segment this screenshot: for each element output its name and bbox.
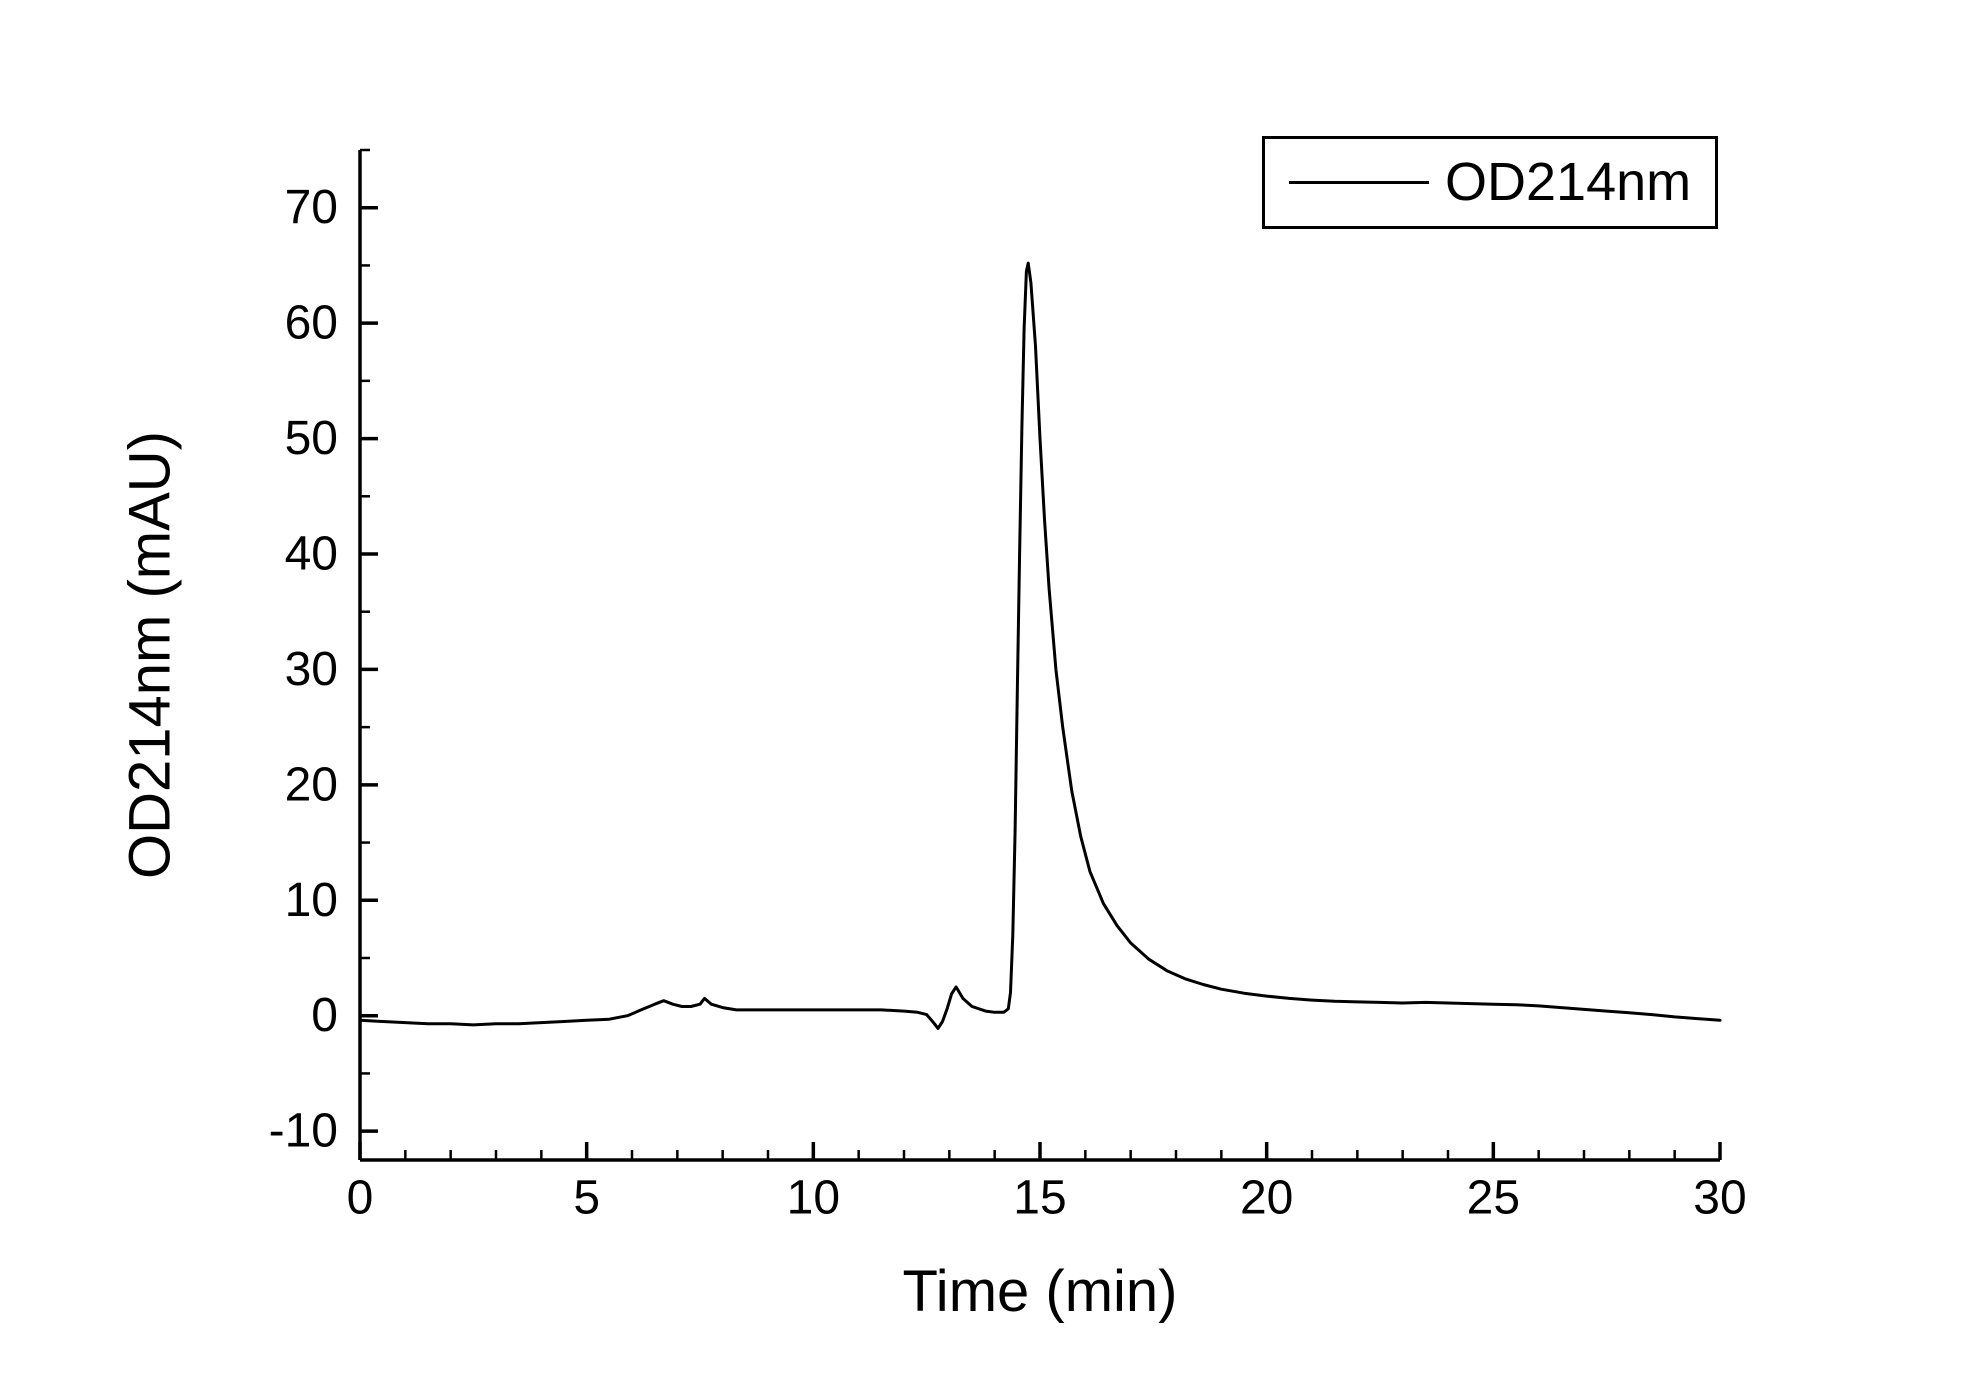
y-tick-label: -10 — [269, 1105, 338, 1158]
y-tick-label: 50 — [285, 412, 338, 465]
y-tick-label: 40 — [285, 528, 338, 581]
x-tick-label: 0 — [347, 1172, 374, 1225]
x-tick-label: 5 — [573, 1172, 600, 1225]
y-axis-title: OD214nm (mAU) — [117, 431, 183, 879]
x-tick-label: 25 — [1467, 1172, 1520, 1225]
x-tick-label: 30 — [1693, 1172, 1746, 1225]
x-tick-label: 20 — [1240, 1172, 1293, 1225]
x-tick-label: 15 — [1013, 1172, 1066, 1225]
y-tick-label: 70 — [285, 181, 338, 234]
y-tick-label: 20 — [285, 758, 338, 811]
legend: OD214nm — [1262, 136, 1719, 230]
y-tick-label: 60 — [285, 297, 338, 350]
y-tick-label: 0 — [311, 989, 338, 1042]
legend-label: OD214nm — [1445, 152, 1692, 212]
x-axis-title: Time (min) — [902, 1259, 1178, 1324]
y-tick-label: 10 — [285, 874, 338, 927]
x-tick-label: 10 — [787, 1172, 840, 1225]
y-tick-label: 30 — [285, 643, 338, 696]
trace-od214nm — [358, 261, 1722, 1030]
legend-line-sample — [1289, 181, 1429, 185]
